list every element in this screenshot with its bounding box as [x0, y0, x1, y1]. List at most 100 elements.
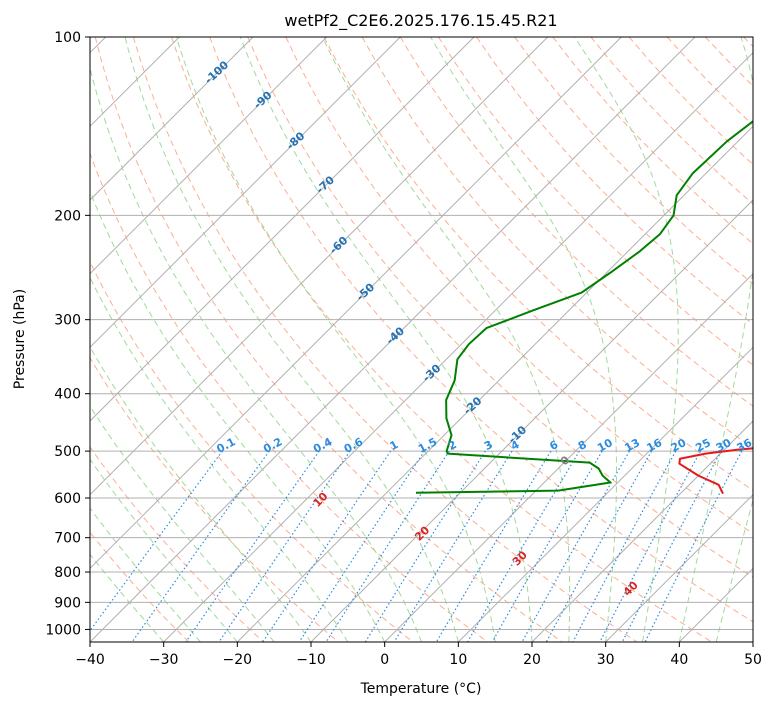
- isotherm-line: [310, 199, 753, 642]
- mixing-ratio-label: 1.5: [416, 435, 439, 456]
- dry-adiabat-line: [90, 531, 190, 642]
- dry-adiabat-line: [285, 37, 753, 535]
- mixing-ratio-line: [218, 450, 351, 642]
- dry-adiabat-line: [743, 37, 753, 48]
- moist-adiabat-line: [90, 66, 422, 642]
- mixing-ratio-line: [325, 450, 450, 642]
- mixing-ratio-label: 10: [595, 436, 615, 455]
- mixing-ratio-label: 36: [735, 436, 755, 455]
- y-axis: 100 200 300 400 500 600 700 800 900 1000: [45, 30, 90, 638]
- dry-adiabat-line: [209, 37, 753, 623]
- mixing-ratio-line: [644, 450, 743, 642]
- mixing-ratio-label: 20: [669, 436, 689, 455]
- moist-adiabat-line: [574, 37, 679, 642]
- mixing-ratio-line: [90, 450, 223, 632]
- isotherm-line: [531, 420, 753, 642]
- dewpoint-profile-line: [415, 120, 753, 494]
- isotherm-line: [163, 51, 753, 642]
- isotherm-line: [90, 37, 475, 422]
- y-axis-title: Pressure (hPa): [12, 289, 28, 389]
- x-tick-label: 20: [523, 652, 541, 668]
- dry-adiabat-line: [323, 37, 753, 491]
- isotherm-line: [90, 37, 254, 201]
- isotherm-line: [752, 641, 753, 642]
- mixing-ratio-label: 0.4: [311, 435, 335, 456]
- dry-adiabat-line: [552, 37, 753, 245]
- isotherm-line: [678, 567, 753, 642]
- mixing-ratio-line: [185, 450, 320, 642]
- isotherm-line: [457, 346, 753, 642]
- y-tick-label: 800: [54, 565, 81, 581]
- x-tick-label: 40: [670, 652, 688, 668]
- dry-adiabat-line: [90, 152, 488, 642]
- mixing-ratio-line: [621, 450, 722, 642]
- mixing-ratio-line: [466, 450, 580, 642]
- moist-adiabat-line: [175, 37, 496, 642]
- dry-adiabat-label: 40: [621, 579, 641, 599]
- mixing-ratio-label: 13: [622, 436, 642, 455]
- isotherm-line: [605, 493, 753, 642]
- x-tick-label: 10: [449, 652, 467, 668]
- mixing-ratio-line: [521, 450, 631, 642]
- y-tick-label: 900: [54, 595, 81, 611]
- moist-adiabats: [90, 37, 753, 642]
- dry-adiabat-line: [590, 37, 753, 205]
- isotherm-line: [236, 125, 753, 642]
- dry-adiabat-line: [94, 37, 563, 642]
- mixing-ratio-lines: [90, 450, 743, 642]
- temperature-profile-line: [678, 447, 753, 495]
- profile-series: [415, 120, 753, 495]
- moist-adiabat-line: [322, 37, 571, 642]
- x-axis-title: Temperature (°C): [360, 681, 482, 697]
- x-tick-label: −10: [296, 652, 326, 668]
- y-tick-label: 300: [54, 313, 81, 329]
- mixing-ratio-label: 0.6: [342, 435, 366, 456]
- moist-adiabat-line: [90, 276, 349, 642]
- x-tick-label: 0: [380, 652, 389, 668]
- moist-adiabat-line: [90, 405, 275, 642]
- x-tick-label: −40: [75, 652, 105, 668]
- mixing-ratio-line: [435, 450, 552, 642]
- moist-adiabat-line: [678, 37, 753, 642]
- y-tick-label: 700: [54, 531, 81, 547]
- moist-adiabat-line: [90, 553, 165, 642]
- isotherms: [90, 37, 753, 642]
- dry-adiabat-line: [90, 260, 414, 642]
- moist-adiabat-line: [90, 189, 386, 642]
- mixing-ratio-line: [364, 450, 486, 642]
- moist-adiabat-line: [90, 345, 312, 642]
- dry-adiabat-line: [90, 446, 264, 642]
- isotherm-line: [90, 37, 696, 642]
- chart-header: wetPf2_C2E6.2025.176.15.45.R21: [284, 11, 557, 31]
- mixing-ratio-line: [298, 450, 425, 642]
- y-tick-label: 500: [54, 444, 81, 460]
- y-tick-label: 600: [54, 491, 81, 507]
- isotherm-line: [90, 37, 401, 349]
- moist-adiabat-line: [239, 37, 533, 642]
- isotherm-line: [90, 37, 328, 275]
- dry-adiabat-line: [476, 37, 753, 325]
- moist-adiabat-line: [715, 498, 753, 642]
- mixing-ratio-label: 25: [693, 436, 713, 455]
- dry-adiabat-label: 20: [412, 523, 432, 543]
- y-tick-label: 1000: [45, 622, 81, 638]
- moist-adiabat-line: [90, 507, 201, 642]
- x-tick-label: −20: [223, 652, 253, 668]
- mixing-ratio-line: [491, 450, 603, 642]
- moist-adiabat-line: [430, 37, 618, 642]
- chart-title: wetPf2_C2E6.2025.176.15.45.R21: [284, 11, 557, 31]
- dry-adiabat-line: [666, 37, 753, 126]
- mixing-ratio-label: 16: [645, 436, 665, 455]
- mixing-ratio-line: [262, 450, 392, 642]
- dry-adiabat-line: [171, 37, 713, 642]
- pressure-gridlines: [90, 37, 753, 630]
- x-axis: −40 −30 −20 −10 0 10 20 30 40 50: [75, 642, 762, 668]
- dry-adiabat-line: [247, 37, 753, 578]
- y-tick-label: 100: [54, 30, 81, 46]
- moist-adiabat-line: [124, 37, 459, 642]
- dry-adiabat-label: 30: [510, 548, 530, 568]
- dry-adiabat-line: [90, 356, 339, 642]
- moist-adiabat-line: [90, 458, 238, 642]
- mixing-ratio-line: [131, 450, 270, 642]
